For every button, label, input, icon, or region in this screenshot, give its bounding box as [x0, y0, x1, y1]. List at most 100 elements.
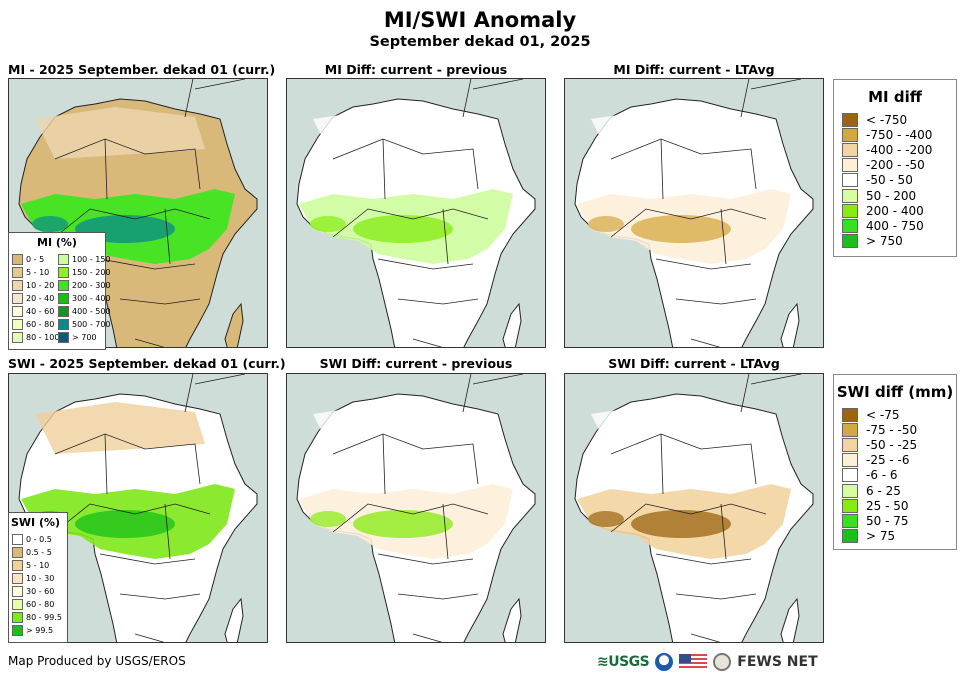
country-border [99, 553, 196, 565]
country-border [332, 208, 489, 238]
legend-swatch [58, 293, 69, 304]
country-border [119, 593, 201, 600]
country-border [655, 258, 752, 270]
legend-swatch [12, 573, 23, 584]
country-border [462, 79, 472, 118]
legend-swatch [12, 612, 23, 623]
country-border [412, 338, 443, 347]
legend-swatch [12, 560, 23, 571]
country-border [720, 208, 727, 265]
legend-item: 80 - 100 [9, 331, 59, 344]
legend-swatch [12, 599, 23, 610]
country-border [462, 374, 472, 413]
state-department-seal-icon [713, 653, 732, 671]
country-border [144, 148, 201, 190]
legend-label: -25 - -6 [866, 453, 910, 468]
legend-swatch [12, 280, 23, 291]
legend-mi-percent: MI (%) 0 - 5 5 - 10 10 - 20 20 - 40 40 - 60 6… [8, 232, 111, 350]
legend-label: 150 - 200 [72, 268, 111, 277]
core-anomaly-region [353, 510, 453, 538]
us-flag-icon [679, 654, 708, 670]
country-border [184, 79, 194, 118]
country-border [184, 374, 194, 413]
legend-swatch [842, 453, 858, 468]
legend-swatch [842, 142, 858, 157]
sahara-region [313, 402, 483, 454]
legend-item: 50 - 75 [834, 513, 956, 528]
legend-label: -75 - -50 [866, 422, 918, 437]
legend-item: 150 - 200 [55, 266, 111, 279]
legend-label: 5 - 10 [26, 561, 50, 570]
country-border [472, 374, 524, 385]
core-anomaly-region [631, 510, 731, 538]
legend-item: 0 - 0.5 [9, 533, 67, 546]
legend-item: 50 - 200 [834, 188, 956, 203]
legend-mi-diff-title: MI diff [868, 88, 922, 106]
legend-item: 30 - 60 [9, 585, 67, 598]
panel-title-mi-diff-previous: MI Diff: current - previous [324, 62, 508, 77]
legend-item: 0 - 5 [9, 253, 55, 266]
legend-swatch [842, 498, 858, 513]
legend-label: 400 - 500 [72, 307, 111, 316]
legend-swatch [12, 306, 23, 317]
legend-label: < -75 [866, 407, 900, 422]
legend-label: 0 - 0.5 [26, 535, 52, 544]
legend-swatch [842, 203, 858, 218]
legend-item: 80 - 99.5 [9, 611, 67, 624]
legend-label: 6 - 25 [866, 483, 901, 498]
country-border [104, 138, 108, 200]
legend-label: < -750 [866, 112, 908, 127]
legend-item: 200 - 400 [834, 203, 956, 218]
country-border [194, 79, 246, 90]
legend-item: 6 - 25 [834, 483, 956, 498]
map-swi-current [8, 373, 268, 643]
legend-item: > 75 [834, 529, 956, 544]
legend-item: 20 - 40 [9, 292, 55, 305]
country-border [675, 593, 757, 600]
country-border [675, 298, 757, 305]
country-border [332, 503, 489, 533]
legend-item: > 99.5 [9, 624, 67, 637]
country-border [54, 503, 211, 533]
core-anomaly-region [631, 215, 731, 243]
legend-swi-diff-title: SWI diff (mm) [836, 383, 954, 401]
legend-label: 300 - 400 [72, 294, 111, 303]
legend-label: > 75 [866, 529, 896, 544]
country-border [720, 503, 727, 560]
legend-swatch [842, 437, 858, 452]
legend-swatch [12, 293, 23, 304]
legend-item: 25 - 50 [834, 498, 956, 513]
legend-label: 100 - 150 [72, 255, 111, 264]
legend-item: 200 - 300 [55, 279, 111, 292]
legend-item: 60 - 80 [9, 598, 67, 611]
country-border [442, 208, 449, 265]
legend-label: > 99.5 [26, 626, 54, 635]
country-border [422, 443, 479, 485]
west-africa-region [588, 511, 624, 527]
legend-item: -50 - 50 [834, 173, 956, 188]
madagascar [224, 597, 244, 642]
legend-label: 0.5 - 5 [26, 548, 52, 557]
core-anomaly-region [75, 510, 175, 538]
sahara-region [35, 107, 205, 159]
page-title: MI/SWI Anomaly [383, 8, 577, 32]
country-border [740, 79, 750, 118]
legend-item: -50 - -25 [834, 437, 956, 452]
partner-logos: ≋USGS FEWS NET [597, 650, 818, 674]
country-border [442, 503, 449, 560]
legend-swatch [12, 625, 23, 636]
legend-label: 40 - 60 [26, 307, 55, 316]
legend-label: 5 - 10 [26, 268, 50, 277]
legend-item: > 750 [834, 234, 956, 249]
legend-swatch [842, 529, 858, 544]
legend-label: -400 - -200 [866, 142, 933, 157]
west-africa-region [32, 216, 68, 232]
legend-label: 10 - 20 [26, 281, 55, 290]
country-border [655, 553, 752, 565]
country-border [750, 79, 802, 90]
legend-label: 80 - 99.5 [26, 613, 62, 622]
legend-item: 10 - 20 [9, 279, 55, 292]
legend-label: 200 - 400 [866, 203, 924, 218]
map-mi-diff-ltavg [564, 78, 824, 348]
africa-map [296, 374, 536, 642]
